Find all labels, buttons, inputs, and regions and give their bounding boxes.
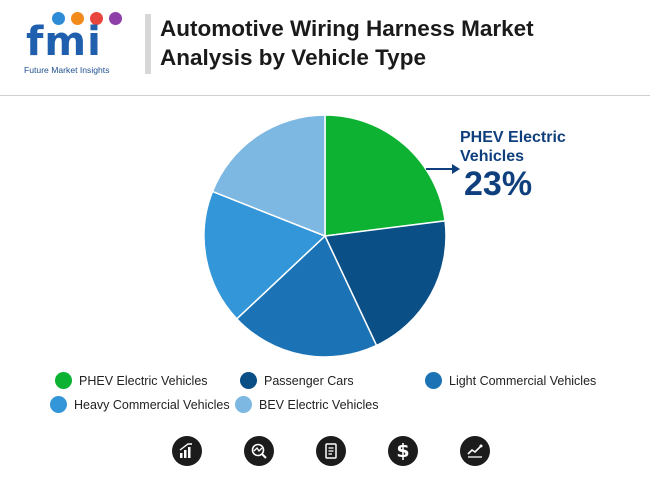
legend-item-hcv: Heavy Commercial Vehicles — [50, 396, 230, 413]
logo-dot — [109, 12, 122, 25]
highlight-callout: PHEV Electric Vehicles 23% — [460, 128, 600, 202]
legend-swatch — [235, 396, 252, 413]
legend-label: PHEV Electric Vehicles — [79, 373, 208, 388]
dollar-icon[interactable]: $ — [388, 436, 418, 466]
callout-arrow — [426, 164, 460, 174]
brand-tagline: Future Market Insights — [24, 65, 110, 75]
legend-item-passenger-cars: Passenger Cars — [240, 372, 354, 389]
legend-label: BEV Electric Vehicles — [259, 397, 379, 412]
footer-icons: $ — [0, 436, 650, 472]
pie-slice-passenger-cars — [323, 219, 447, 347]
pie-slice-phev — [324, 114, 446, 237]
legend-label: Heavy Commercial Vehicles — [74, 397, 230, 412]
pie-slice-bev — [211, 114, 326, 238]
report-document-icon[interactable] — [316, 436, 346, 466]
legend-swatch — [240, 372, 257, 389]
pie-chart — [203, 114, 460, 358]
legend-swatch — [55, 372, 72, 389]
logo-dots — [52, 12, 122, 25]
chart-magnifier-icon[interactable] — [244, 436, 274, 466]
legend-item-phev: PHEV Electric Vehicles — [55, 372, 208, 389]
legend-swatch — [50, 396, 67, 413]
legend-item-bev: BEV Electric Vehicles — [235, 396, 379, 413]
pie-slices — [203, 114, 447, 358]
header-divider — [145, 14, 151, 74]
brand-letters: fmi — [26, 19, 102, 65]
legend-label: Light Commercial Vehicles — [449, 373, 597, 388]
header: fmi Future Market Insights Automotive Wi… — [0, 0, 650, 96]
bar-growth-icon[interactable] — [172, 436, 202, 466]
legend-label: Passenger Cars — [264, 373, 354, 388]
callout-value: 23% — [464, 165, 533, 203]
pie-slice-hcv — [203, 190, 327, 320]
logo-dot — [71, 12, 84, 25]
logo-dot — [90, 12, 103, 25]
brand-logo[interactable]: fmi Future Market Insights — [22, 12, 134, 76]
line-chart-icon[interactable] — [460, 436, 490, 466]
section-divider — [0, 95, 650, 96]
callout-label: PHEV Electric Vehicles — [460, 129, 566, 165]
page-title: Automotive Wiring Harness Market Analysi… — [160, 16, 534, 70]
legend-swatch — [425, 372, 442, 389]
legend-item-lcv: Light Commercial Vehicles — [425, 372, 596, 389]
pie-slice-lcv — [235, 234, 378, 358]
logo-dot — [52, 12, 65, 25]
